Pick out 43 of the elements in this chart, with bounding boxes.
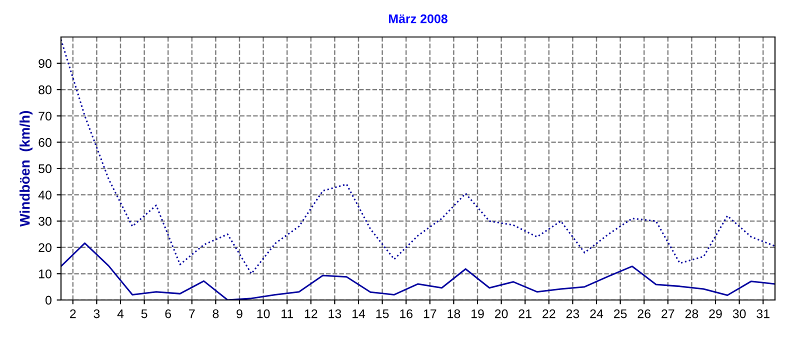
chart-title: März 2008	[388, 14, 448, 24]
x-tick-label: 6	[165, 309, 172, 318]
y-tick-label: 0	[46, 296, 52, 305]
y-tick-label: 50	[38, 164, 52, 174]
y-tick-label: 60	[38, 138, 52, 147]
x-tick-label: 16	[400, 309, 413, 318]
y-tick-label: 40	[38, 190, 52, 200]
y-tick-label: 30	[38, 216, 52, 226]
y-tick-label: 80	[38, 85, 52, 94]
x-tick-label: 18	[448, 309, 460, 318]
y-axis-title: Windböen (km/h)	[20, 111, 33, 227]
x-tick-label: 28	[685, 309, 698, 318]
x-tick-label: 23	[566, 309, 580, 318]
x-tick-label: 15	[376, 309, 389, 318]
x-tick-label: 4	[117, 309, 124, 318]
x-tick-label: 5	[141, 309, 148, 318]
x-tick-label: 22	[542, 309, 556, 318]
x-tick-label: 9	[236, 309, 242, 318]
x-tick-label: 14	[352, 309, 366, 318]
x-tick-label: 21	[518, 309, 532, 318]
x-tick-label: 25	[614, 309, 627, 318]
y-tick-label: 90	[38, 59, 52, 68]
x-tick-label: 27	[662, 309, 674, 318]
y-tick-label: 20	[38, 243, 52, 252]
x-tick-label: 3	[94, 309, 100, 318]
x-tick-label: 29	[709, 309, 722, 318]
x-tick-label: 26	[638, 309, 651, 318]
x-tick-label: 8	[212, 309, 219, 318]
x-tick-label: 2	[70, 309, 76, 318]
x-tick-label: 17	[424, 309, 436, 318]
x-tick-label: 30	[732, 309, 746, 318]
x-tick-label: 7	[189, 309, 195, 318]
x-tick-label: 24	[590, 309, 604, 318]
y-tick-label: 70	[38, 112, 52, 121]
x-tick-label: 13	[328, 309, 342, 318]
x-tick-label: 10	[257, 309, 270, 318]
line-series	[61, 38, 775, 274]
y-tick-label: 10	[39, 270, 52, 278]
x-tick-label: 11	[282, 309, 293, 318]
x-tick-label: 20	[494, 309, 508, 318]
x-tick-label: 19	[472, 309, 484, 318]
x-tick-label: 31	[756, 309, 770, 318]
x-tick-label: 12	[304, 309, 318, 318]
